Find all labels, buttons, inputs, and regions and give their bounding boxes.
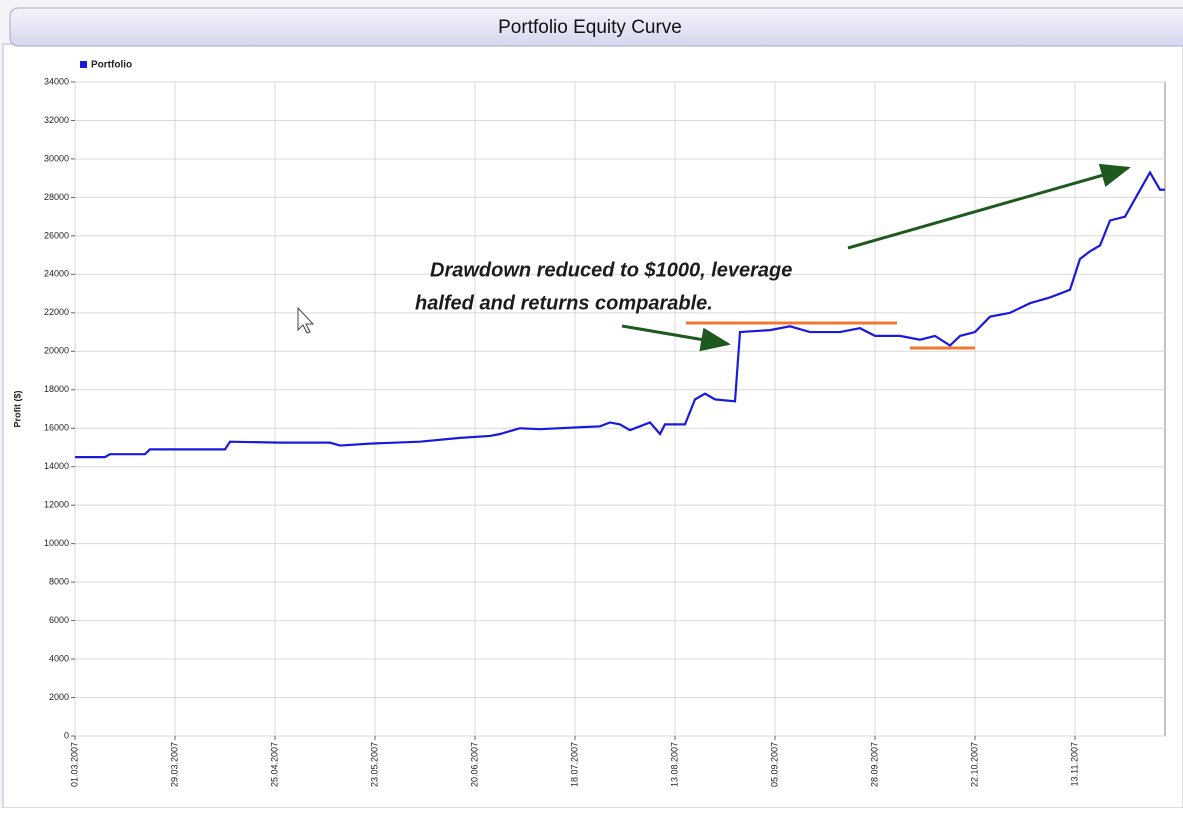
- cursor: [297, 306, 315, 334]
- y-axis-label: Profit ($): [12, 390, 22, 427]
- y-tick-label: 0: [64, 730, 69, 740]
- annotation: halfed and returns comparable.: [415, 292, 713, 314]
- y-tick-label: 24000: [44, 269, 69, 279]
- y-tick-label: 28000: [44, 192, 69, 202]
- x-tick-label: 28.09.2007: [869, 742, 879, 787]
- x-tick-label: 23.05.2007: [369, 742, 379, 787]
- y-tick-label: 8000: [49, 576, 69, 586]
- y-tick-label: 12000: [44, 500, 69, 510]
- y-tick-label: 26000: [44, 230, 69, 240]
- x-tick-label: 18.07.2007: [569, 742, 579, 787]
- x-tick-label: 01.03.2007: [69, 742, 79, 787]
- x-tick-label: 22.10.2007: [969, 742, 979, 787]
- y-tick-label: 4000: [49, 653, 69, 663]
- y-tick-label: 16000: [44, 423, 69, 433]
- y-tick-label: 14000: [44, 461, 69, 471]
- arrow: [847, 163, 1131, 250]
- legend-label: Portfolio: [91, 60, 132, 71]
- y-tick-label: 30000: [44, 153, 69, 163]
- chart-title: Portfolio Equity Curve: [498, 17, 682, 38]
- x-tick-label: 13.11.2007: [1069, 742, 1079, 786]
- y-tick-label: 18000: [44, 384, 69, 394]
- annotation: Drawdown reduced to $1000, leverage: [430, 259, 792, 281]
- arrow: [621, 324, 731, 352]
- y-tick-label: 22000: [44, 307, 69, 317]
- legend-swatch: [80, 61, 87, 68]
- title-bar: [9, 7, 1183, 47]
- y-tick-label: 32000: [44, 115, 69, 125]
- y-tick-label: 20000: [44, 346, 69, 356]
- plot-area: [74, 81, 1166, 737]
- y-tick-label: 2000: [49, 692, 69, 702]
- y-tick-label: 10000: [44, 538, 69, 548]
- y-tick-label: 6000: [49, 615, 69, 625]
- equity-line: [75, 170, 1165, 459]
- x-tick-label: 25.04.2007: [269, 742, 279, 787]
- x-tick-label: 29.03.2007: [169, 742, 179, 787]
- x-tick-label: 13.08.2007: [669, 742, 679, 787]
- y-tick-label: 34000: [44, 76, 69, 86]
- x-tick-label: 05.09.2007: [769, 742, 779, 787]
- x-tick-label: 20.06.2007: [469, 742, 479, 787]
